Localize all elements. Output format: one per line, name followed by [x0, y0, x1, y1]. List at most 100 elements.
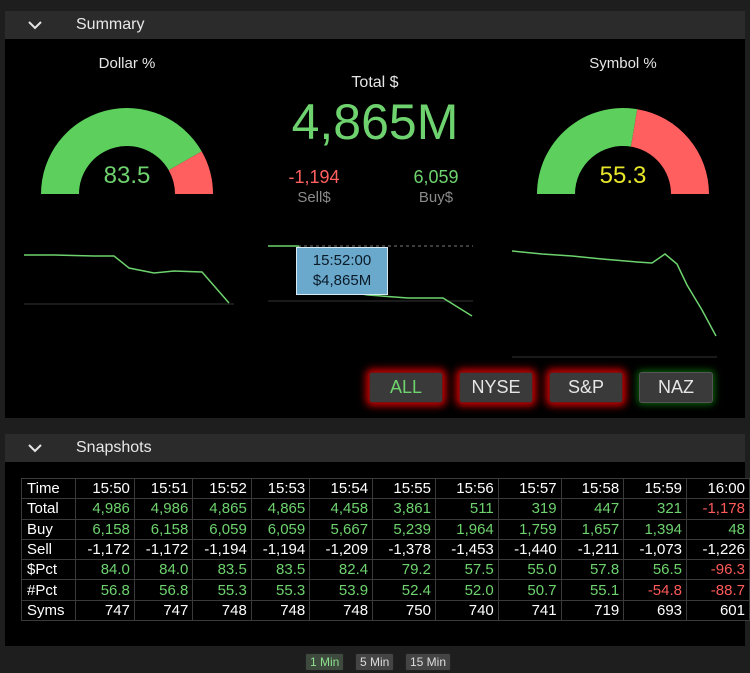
table-cell: 3,861 [372, 498, 436, 520]
time-header-cell: 15:51 [133, 477, 194, 500]
table-cell: 719 [560, 599, 625, 622]
table-cell: 83.5 [250, 559, 311, 581]
row-header-cell: $Pct [20, 559, 77, 581]
table-cell: 4,865 [192, 498, 252, 520]
table-cell: -1,178 [686, 498, 750, 520]
symbol-sparkline [512, 250, 717, 358]
table-cell: 53.9 [309, 579, 374, 601]
table-cell: 750 [372, 599, 436, 622]
total-value: 4,865M [291, 94, 459, 150]
symbol-gauge-green-arc [537, 108, 638, 194]
table-cell: 6,059 [250, 518, 311, 540]
table-cell: 511 [434, 498, 499, 520]
table-cell: 1,759 [497, 518, 562, 540]
table-cell: 57.8 [560, 559, 625, 581]
dollar-gauge-green-arc [41, 107, 202, 194]
row-header-cell: Time [20, 477, 77, 500]
table-cell: -1,226 [686, 538, 750, 561]
interval-15min-button[interactable]: 15 Min [405, 653, 452, 671]
time-header-cell: 15:50 [75, 477, 135, 500]
table-cell: 5,667 [309, 518, 374, 540]
time-header-cell: 15:59 [623, 477, 688, 500]
table-cell: 747 [75, 599, 135, 622]
dollar-pct-label: Dollar % [98, 55, 156, 72]
table-row: $Pct 84.0 84.0 83.5 83.5 82.4 79.2 57.5 55.0 57.8… [20, 559, 750, 581]
table-cell: 48 [686, 518, 750, 540]
table-cell: 56.8 [75, 579, 135, 601]
table-cell: 83.5 [192, 559, 252, 581]
interval-1min-button[interactable]: 1 Min [305, 653, 345, 671]
table-cell: 6,059 [192, 518, 252, 540]
table-cell: 601 [686, 599, 750, 622]
exchange-naz-button[interactable]: NAZ [639, 372, 713, 403]
table-cell: -1,194 [192, 538, 252, 561]
symbol-pct-gauge [537, 108, 709, 194]
summary-panel [5, 39, 745, 418]
table-cell: 84.0 [133, 559, 194, 581]
chevron-down-icon[interactable] [5, 20, 65, 30]
table-row: Total 4,986 4,986 4,865 4,865 4,458 3,861 511 31… [20, 498, 750, 520]
total-sparkline[interactable] [268, 240, 474, 320]
table-cell: -1,440 [497, 538, 562, 561]
table-cell: 55.0 [497, 559, 562, 581]
table-cell: -1,172 [133, 538, 194, 561]
table-cell: 4,458 [309, 498, 374, 520]
table-cell: 1,657 [560, 518, 625, 540]
table-cell: 6,158 [75, 518, 135, 540]
table-cell: -96.3 [686, 559, 750, 581]
chevron-down-icon[interactable] [5, 443, 65, 453]
exchange-nyse-button[interactable]: NYSE [459, 372, 533, 403]
table-cell: 84.0 [75, 559, 135, 581]
table-cell: -1,209 [309, 538, 374, 561]
table-row: #Pct 56.8 56.8 55.3 55.3 53.9 52.4 52.0 50.7 55.1… [20, 579, 750, 601]
summary-header[interactable]: Summary [5, 11, 745, 39]
dollar-gauge-red-arc [168, 151, 213, 194]
dollar-sparkline [24, 254, 234, 305]
table-cell: 748 [250, 599, 311, 622]
exchange-all-button[interactable]: ALL [369, 372, 443, 403]
row-header-cell: Buy [20, 518, 77, 540]
table-cell: 55.3 [192, 579, 252, 601]
table-cell: 50.7 [497, 579, 562, 601]
table-row: Syms 747 747 748 748 748 750 740 741 719 693 601 [20, 599, 750, 622]
table-cell: 447 [560, 498, 625, 520]
table-cell: 321 [623, 498, 688, 520]
table-cell: -1,194 [250, 538, 311, 561]
table-cell: -1,073 [623, 538, 688, 561]
table-cell: 55.3 [250, 579, 311, 601]
table-cell: -54.8 [623, 579, 688, 601]
tooltip-time: 15:52:00 [312, 252, 372, 269]
row-header-cell: Syms [20, 599, 77, 622]
exchange-sp-button[interactable]: S&P [549, 372, 623, 403]
table-cell: 56.8 [133, 579, 194, 601]
table-cell: 1,394 [623, 518, 688, 540]
table-row: Buy 6,158 6,158 6,059 6,059 5,667 5,239 1,964 1,… [20, 518, 750, 540]
table-cell: 55.1 [560, 579, 625, 601]
row-header-cell: Sell [20, 538, 77, 561]
table-cell: -1,378 [372, 538, 436, 561]
snapshots-title: Snapshots [76, 439, 152, 456]
table-cell: 82.4 [309, 559, 374, 581]
chart-tooltip: 15:52:00 $4,865M [296, 247, 388, 295]
time-header-cell: 15:56 [434, 477, 499, 500]
table-cell: 740 [434, 599, 499, 622]
dollar-pct-gauge [41, 107, 213, 194]
table-cell: -1,453 [434, 538, 499, 561]
snapshots-header[interactable]: Snapshots [5, 434, 745, 462]
table-cell: 1,964 [434, 518, 499, 540]
snapshots-table: Time 15:50 15:51 15:52 15:53 15:54 15:55 15:56 1… [20, 477, 750, 622]
time-header-cell: 16:00 [686, 477, 750, 500]
table-row: Sell -1,172 -1,172 -1,194 -1,194 -1,209 -1,378… [20, 538, 750, 561]
table-cell: -88.7 [686, 579, 750, 601]
row-header-cell: Total [20, 498, 77, 520]
table-cell: 52.0 [434, 579, 499, 601]
table-cell: 4,986 [133, 498, 194, 520]
interval-5min-button[interactable]: 5 Min [355, 653, 395, 671]
table-header-row: Time 15:50 15:51 15:52 15:53 15:54 15:55 15:56 1… [20, 477, 750, 500]
time-header-cell: 15:54 [309, 477, 374, 500]
table-cell: 748 [192, 599, 252, 622]
time-header-cell: 15:52 [192, 477, 252, 500]
summary-title: Summary [76, 16, 145, 33]
symbol-pct-value: 55.3 [599, 162, 647, 189]
tooltip-value: $4,865M [312, 272, 372, 289]
